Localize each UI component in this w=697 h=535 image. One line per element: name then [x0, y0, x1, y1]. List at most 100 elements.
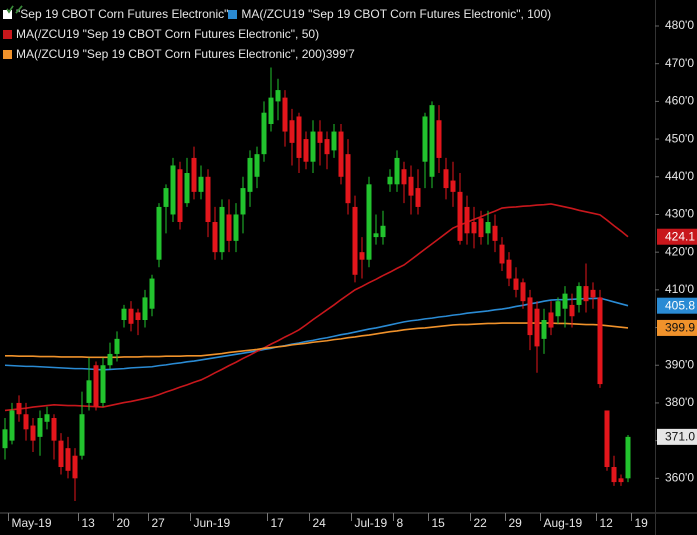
y-tick-label: 380'0 — [665, 395, 694, 409]
candle-body — [142, 297, 148, 321]
candle-body — [303, 139, 309, 162]
candle-body — [352, 206, 358, 275]
x-tick-label: 12 — [600, 516, 614, 530]
candle-body — [555, 301, 561, 317]
candle-body — [30, 425, 36, 441]
y-tick-label: 420'0 — [665, 244, 694, 258]
legend-row: "Sep 19 CBOT Corn Futures Electronic" MA(… — [3, 4, 551, 24]
candle-body — [149, 278, 155, 309]
candle-body — [44, 414, 50, 422]
x-tick-label: 19 — [635, 516, 649, 530]
candle-body — [268, 97, 274, 125]
y-tick-label: 440'0 — [665, 169, 694, 183]
candle-body — [401, 169, 407, 185]
candle-body — [345, 154, 351, 204]
legend-swatch — [3, 29, 12, 39]
ma-line — [4, 203, 629, 412]
price-box-label: 399.9 — [665, 321, 695, 335]
candle-body — [478, 218, 484, 238]
candle-body — [415, 188, 421, 207]
legend-swatch — [3, 49, 12, 59]
candle-body — [128, 308, 134, 324]
candle-body — [534, 308, 540, 347]
candle-body — [86, 380, 92, 403]
candle-body — [9, 410, 15, 441]
legend-row: MA(/ZCU19 "Sep 19 CBOT Corn Futures Elec… — [3, 5, 551, 44]
candle-body — [247, 157, 253, 192]
check-icon — [6, 5, 14, 14]
candle-body — [233, 214, 239, 241]
candle-body — [576, 286, 582, 305]
legend-label: "Sep 19 CBOT Corn Futures Electronic" — [16, 7, 229, 21]
candle-body — [121, 308, 127, 321]
x-tick-label: 8 — [397, 516, 404, 530]
candle-body — [296, 116, 302, 158]
candle-body — [156, 206, 162, 260]
y-tick-label: 390'0 — [665, 357, 694, 371]
x-tick-label: Jul-19 — [355, 516, 388, 530]
candle-body — [79, 414, 85, 456]
price-box-label: 424.1 — [665, 229, 695, 243]
x-tick-label: 24 — [313, 516, 327, 530]
candle-body — [324, 139, 330, 155]
candle-body — [569, 304, 575, 317]
candle-body — [590, 289, 596, 298]
candle-body — [177, 169, 183, 223]
candle-body — [464, 206, 470, 234]
x-tick-label: 13 — [82, 516, 96, 530]
price-box — [657, 428, 697, 445]
candle-body — [191, 157, 197, 192]
candle-body — [100, 365, 106, 403]
y-tick-label: 410'0 — [665, 282, 694, 296]
candle-body — [583, 286, 589, 302]
candle-body — [65, 448, 71, 471]
candle-body — [205, 176, 211, 223]
price-box-label: 405.8 — [665, 298, 695, 312]
candle-body — [240, 188, 246, 215]
candle-body — [310, 131, 316, 162]
price-box — [657, 228, 697, 245]
x-tick-label: Aug-19 — [544, 516, 583, 530]
price-box — [657, 319, 697, 336]
candle-body — [282, 97, 288, 132]
price-box-label: 371.0 — [665, 430, 695, 444]
legend-row: MA(/ZCU19 "Sep 19 CBOT Corn Futures Elec… — [3, 5, 551, 64]
candle-body — [450, 180, 456, 192]
candle-body — [37, 418, 43, 437]
candle-body — [548, 312, 554, 328]
candle-body — [562, 293, 568, 309]
candle-body — [597, 297, 603, 385]
candle-body — [212, 222, 218, 253]
legend: "Sep 19 CBOT Corn Futures Electronic" MA(… — [3, 4, 551, 64]
candle-body — [72, 455, 78, 479]
candle-body — [541, 320, 547, 339]
candle-body — [625, 436, 631, 479]
candle-body — [513, 278, 519, 290]
y-tick-label: 460'0 — [665, 94, 694, 108]
candle-body — [289, 120, 295, 143]
candle-body — [506, 259, 512, 279]
candle-body — [107, 353, 113, 366]
candle-body — [485, 222, 491, 234]
candle-body — [373, 233, 379, 238]
candle-body — [275, 90, 281, 102]
candle-body — [198, 176, 204, 192]
candle-body — [331, 131, 337, 151]
candle-body — [408, 176, 414, 196]
x-tick-label: 29 — [509, 516, 523, 530]
candle-body — [499, 244, 505, 264]
candle-body — [604, 410, 610, 468]
x-tick-label: 20 — [117, 516, 131, 530]
x-tick-label: May-19 — [12, 516, 52, 530]
legend-label: MA(/ZCU19 "Sep 19 CBOT Corn Futures Elec… — [16, 47, 326, 61]
candle-body — [23, 414, 29, 430]
candle-body — [611, 467, 617, 483]
candle-body — [135, 312, 141, 321]
legend-icon[interactable] — [6, 4, 24, 14]
edit-icon — [15, 5, 23, 14]
candle-body — [429, 105, 435, 177]
y-tick-label: 430'0 — [665, 207, 694, 221]
candle-body — [394, 157, 400, 185]
